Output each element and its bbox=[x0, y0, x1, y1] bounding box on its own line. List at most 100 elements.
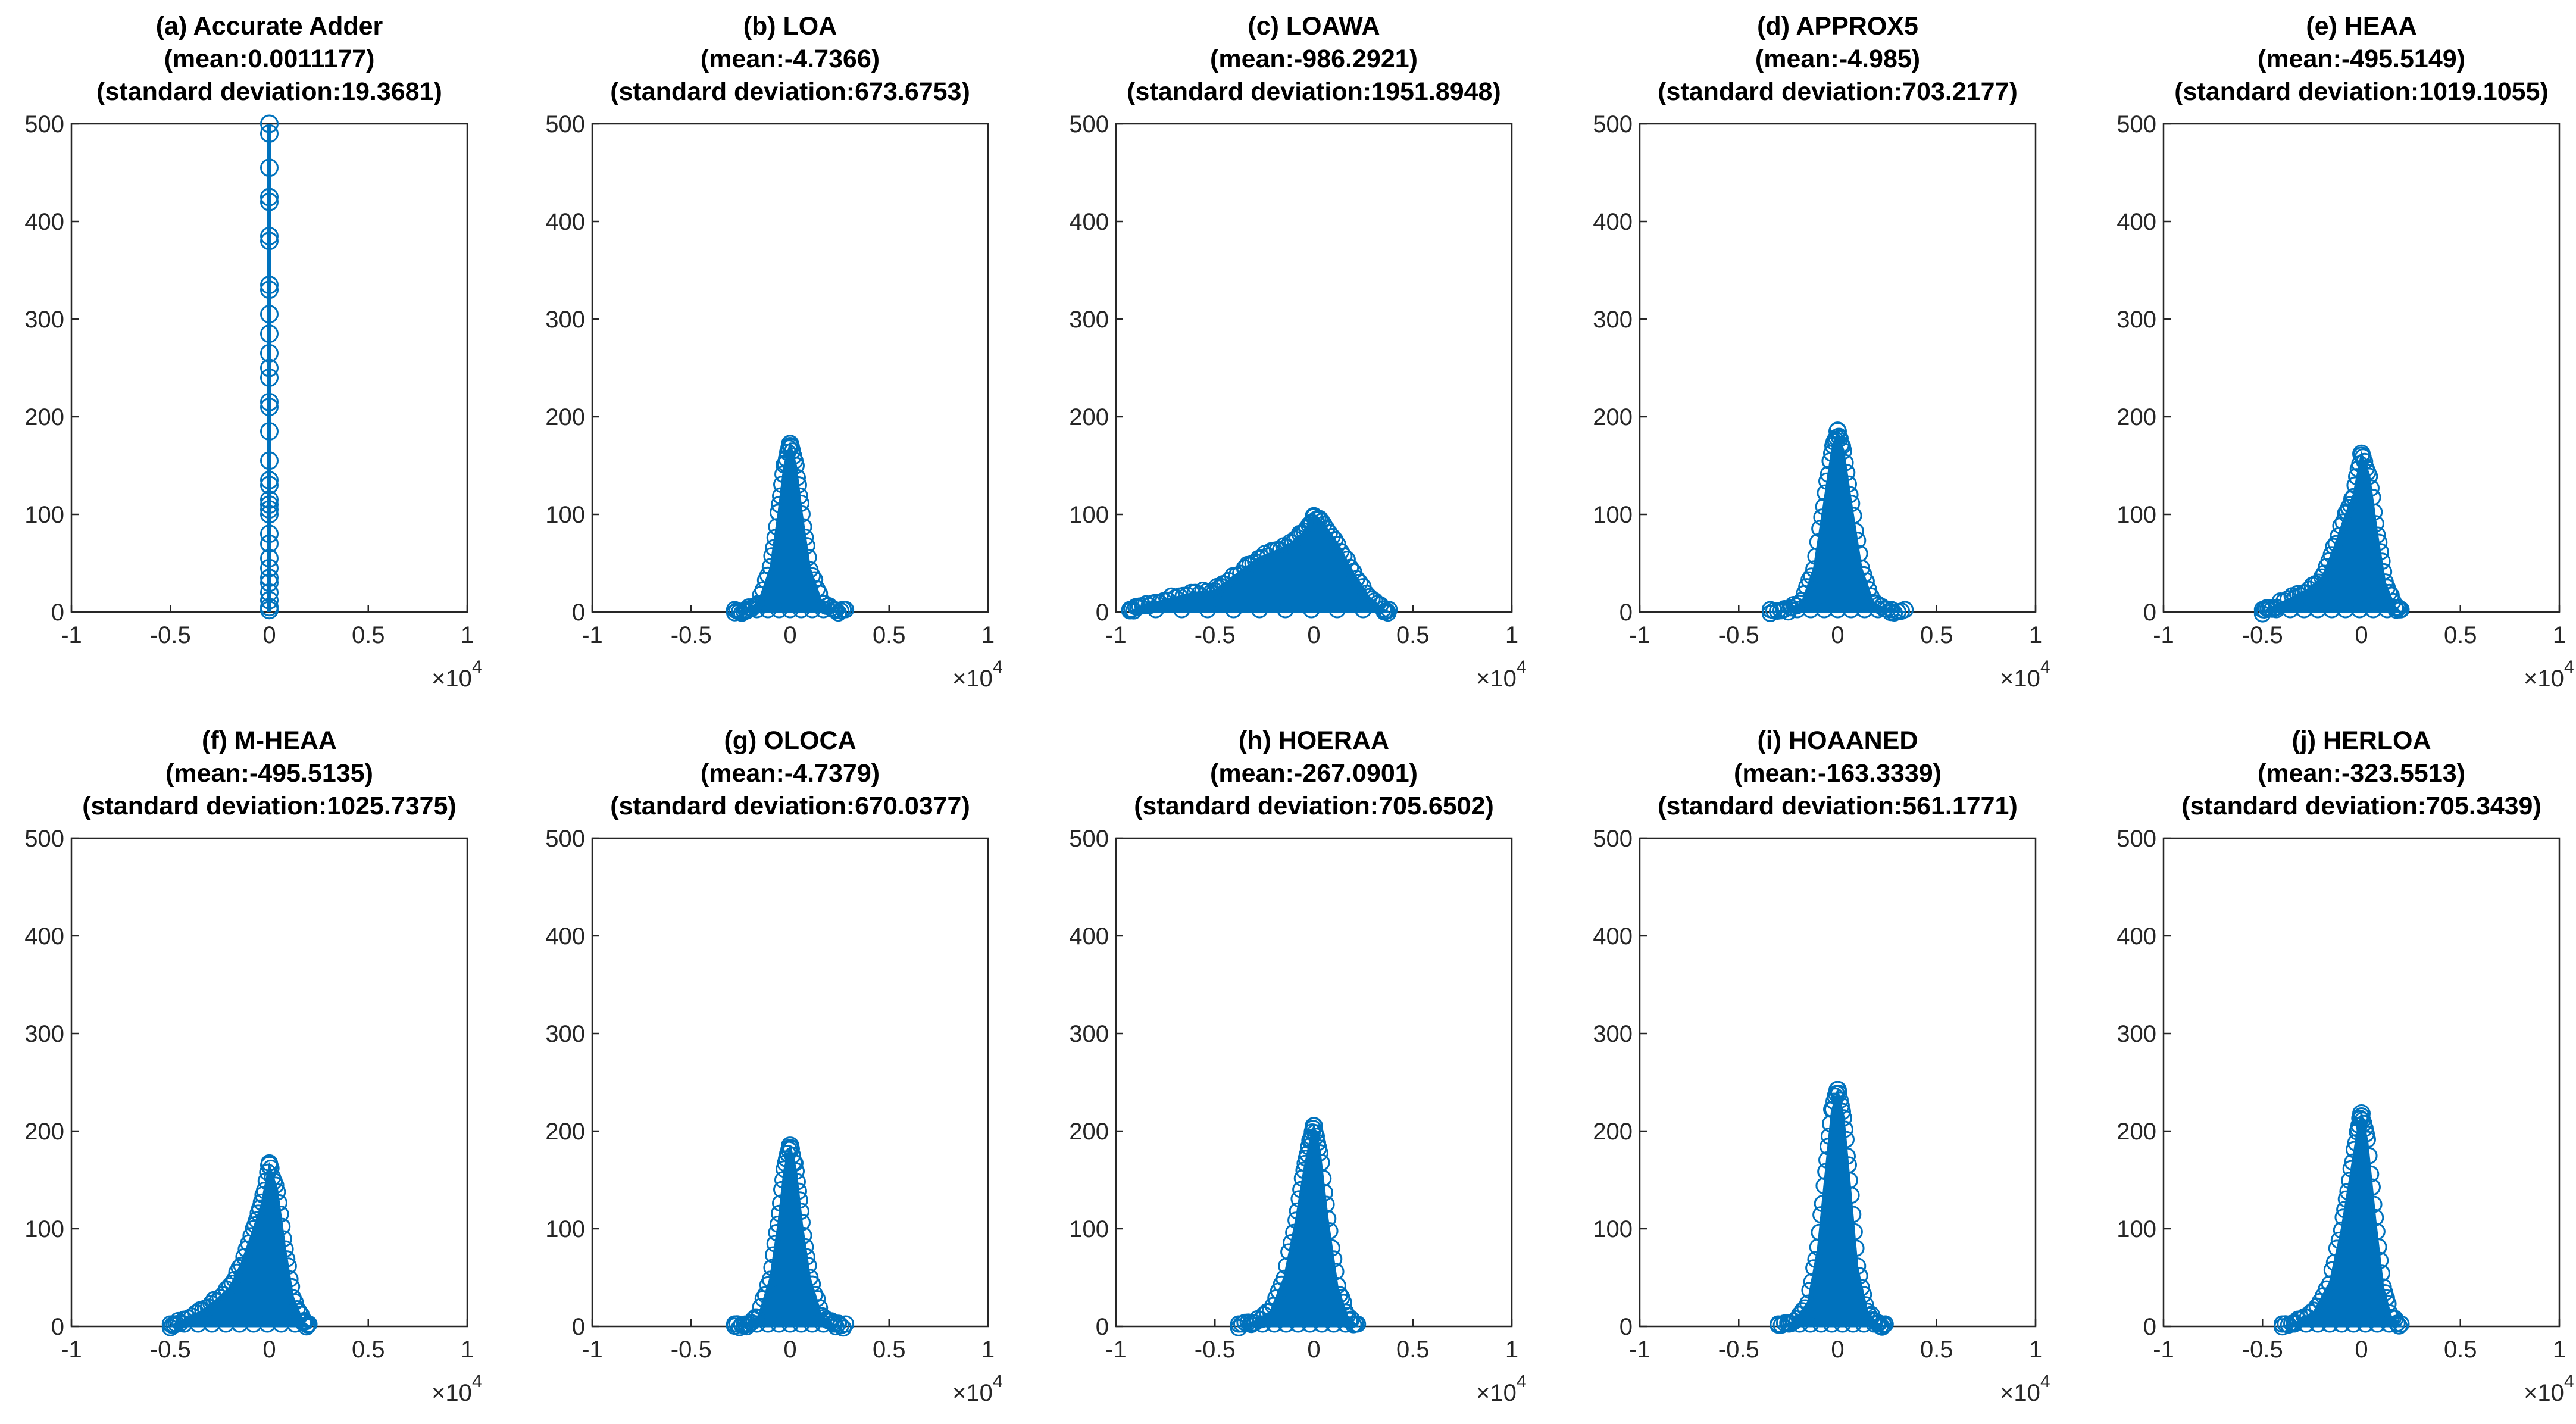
y-tick-label: 100 bbox=[545, 1216, 585, 1242]
panel-title-line-3: (standard deviation:705.3439) bbox=[2181, 792, 2541, 820]
y-tick-label: 0 bbox=[2143, 1314, 2156, 1340]
y-tick-label: 200 bbox=[1069, 1119, 1109, 1145]
data-point bbox=[793, 505, 811, 523]
data-point bbox=[770, 1216, 787, 1233]
data-point bbox=[1842, 1186, 1860, 1204]
data-point bbox=[1865, 1315, 1883, 1333]
panel-title-line-2: (mean:-4.7379) bbox=[701, 759, 880, 788]
data-point bbox=[298, 1318, 315, 1336]
data-point bbox=[748, 601, 766, 619]
panel-title-line-3: (standard deviation:1951.8948) bbox=[1127, 77, 1501, 106]
data-point bbox=[2365, 503, 2383, 521]
data-point bbox=[792, 1203, 809, 1220]
data-point bbox=[2368, 526, 2386, 544]
data-point bbox=[2371, 1251, 2389, 1269]
data-point bbox=[1841, 486, 1859, 504]
data-point bbox=[1380, 601, 1398, 619]
data-point bbox=[260, 324, 279, 343]
data-point bbox=[2358, 1125, 2375, 1142]
data-point bbox=[761, 558, 779, 576]
x-tick-label: 0 bbox=[262, 1336, 276, 1363]
data-point bbox=[1835, 1109, 1852, 1127]
data-point bbox=[2333, 1221, 2350, 1239]
data-point bbox=[2356, 1315, 2374, 1333]
data-point bbox=[2268, 601, 2285, 619]
data-point bbox=[245, 1315, 262, 1333]
x-tick-label: -0.5 bbox=[2242, 1336, 2283, 1363]
data-point bbox=[2390, 1317, 2408, 1335]
data-point bbox=[1820, 1138, 1837, 1156]
data-point bbox=[1852, 1279, 1870, 1297]
data-point bbox=[248, 1211, 265, 1229]
data-point bbox=[1817, 484, 1834, 502]
data-point bbox=[1815, 498, 1833, 516]
panel-e: (e) HEAA (mean:-495.5149) (standard deviat… bbox=[2117, 12, 2574, 692]
data-point bbox=[774, 1171, 792, 1189]
data-point bbox=[1264, 1297, 1282, 1314]
data-point bbox=[773, 476, 790, 494]
data-point bbox=[1791, 1315, 1809, 1333]
y-tick-label: 100 bbox=[24, 502, 64, 528]
data-point bbox=[765, 1246, 783, 1264]
data-point bbox=[1337, 1315, 1355, 1333]
data-point bbox=[1378, 602, 1396, 620]
x-tick-label: -0.5 bbox=[671, 622, 712, 648]
x-exponent-power: 4 bbox=[1517, 1372, 1527, 1391]
data-point bbox=[2325, 1254, 2343, 1272]
data-point bbox=[1775, 601, 1793, 619]
x-tick-label: -0.5 bbox=[671, 1336, 712, 1363]
x-exponent-label: ×10 bbox=[1476, 666, 1517, 692]
data-point bbox=[290, 1303, 308, 1320]
data-point bbox=[256, 1182, 273, 1200]
x-tick-label: 0 bbox=[783, 622, 796, 648]
data-point bbox=[2380, 583, 2398, 601]
y-tick-label: 500 bbox=[1593, 826, 1633, 852]
x-tick-label: 1 bbox=[2553, 1336, 2566, 1363]
data-point bbox=[1232, 564, 1249, 582]
y-tick-label: 500 bbox=[1593, 111, 1633, 138]
data-point bbox=[1289, 1315, 1307, 1333]
data-point bbox=[1328, 601, 1346, 619]
data-point bbox=[1847, 1239, 1865, 1257]
data-point bbox=[1283, 1234, 1300, 1251]
data-point bbox=[260, 305, 279, 324]
data-point bbox=[1856, 1296, 1874, 1314]
data-point bbox=[1225, 601, 1242, 619]
x-exponent-power: 4 bbox=[2040, 1372, 2050, 1391]
data-point bbox=[1831, 1091, 1849, 1109]
data-point bbox=[1815, 1177, 1833, 1195]
data-point bbox=[1817, 1163, 1835, 1181]
data-point bbox=[748, 1315, 766, 1333]
x-exponent-power: 4 bbox=[2564, 657, 2574, 677]
data-point bbox=[796, 529, 814, 547]
data-point bbox=[1354, 601, 1372, 619]
panel-title-line-3: (standard deviation:673.6753) bbox=[610, 77, 970, 106]
data-point bbox=[1803, 1273, 1821, 1291]
data-point bbox=[260, 124, 279, 143]
data-point bbox=[260, 524, 279, 544]
panel-title-line-2: (mean:-163.3339) bbox=[1734, 759, 1942, 788]
data-point bbox=[260, 591, 279, 610]
data-point bbox=[826, 601, 843, 619]
data-point bbox=[2344, 1153, 2362, 1171]
panel-title-line-3: (standard deviation:670.0377) bbox=[610, 792, 970, 820]
y-tick-label: 100 bbox=[1069, 1216, 1109, 1242]
data-point bbox=[761, 1270, 779, 1288]
data-point bbox=[258, 1315, 276, 1333]
panel-title-line-3: (standard deviation:1025.7375) bbox=[82, 792, 457, 820]
y-tick-label: 500 bbox=[545, 111, 585, 138]
panel-title-line-2: (mean:-4.985) bbox=[1755, 45, 1920, 73]
panel-title-line-3: (standard deviation:561.1771) bbox=[1658, 792, 2018, 820]
data-point bbox=[1308, 1128, 1325, 1145]
x-tick-label: 1 bbox=[1505, 1336, 1518, 1363]
data-point bbox=[1823, 1315, 1840, 1333]
data-point bbox=[1280, 1243, 1298, 1261]
data-point bbox=[763, 1259, 781, 1276]
panel-j: (j) HERLOA (mean:-323.5513) (standard devi… bbox=[2117, 726, 2574, 1406]
data-point bbox=[278, 1250, 296, 1268]
data-point bbox=[1883, 601, 1900, 619]
data-point bbox=[2364, 1178, 2381, 1196]
data-point bbox=[2309, 601, 2327, 619]
data-point bbox=[1814, 1195, 1831, 1213]
x-exponent-power: 4 bbox=[472, 1372, 482, 1391]
